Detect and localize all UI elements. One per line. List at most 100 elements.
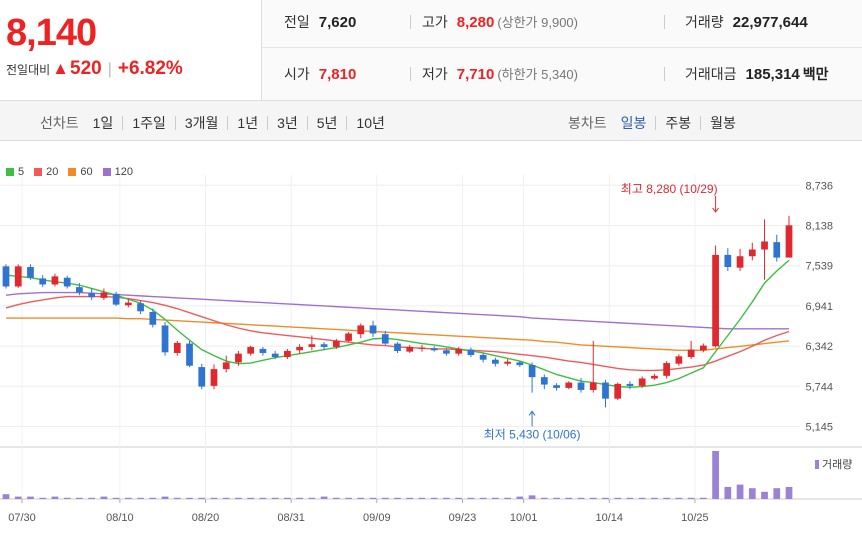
period-1y[interactable]: 1년 bbox=[227, 116, 267, 130]
legend-ma5[interactable]: 5 bbox=[6, 166, 24, 178]
volume-bar bbox=[736, 484, 744, 499]
period-1w[interactable]: 1주일 bbox=[122, 116, 175, 130]
period-10y[interactable]: 10년 bbox=[346, 116, 393, 130]
change-divider: | bbox=[107, 61, 112, 78]
volume-bar bbox=[394, 497, 401, 499]
divider bbox=[410, 15, 411, 29]
candle-body bbox=[39, 278, 47, 285]
high-arrowhead-icon bbox=[712, 207, 719, 213]
stat-volume: 거래량 22,977,644 bbox=[685, 12, 808, 32]
candle-chart-tab[interactable]: 봉차트 bbox=[568, 115, 607, 131]
candle-body bbox=[467, 349, 475, 355]
candle-body bbox=[455, 348, 463, 354]
legend-ma60[interactable]: 60 bbox=[68, 166, 93, 178]
volume-bar bbox=[406, 497, 414, 499]
x-tick-label: 09/23 bbox=[449, 512, 477, 524]
volume-bar bbox=[430, 497, 438, 499]
candle-body bbox=[51, 276, 59, 285]
x-tick-label: 08/31 bbox=[277, 512, 305, 524]
stat-value: 7,810 bbox=[318, 66, 357, 83]
legend-ma20[interactable]: 20 bbox=[34, 166, 58, 178]
candle-body bbox=[222, 362, 230, 370]
volume-bar bbox=[198, 497, 206, 499]
stat-amount: 거래대금 185,314 백만 bbox=[685, 64, 829, 84]
candle-monthly[interactable]: 월봉 bbox=[700, 116, 745, 130]
line-chart-tab[interactable]: 선차트 bbox=[40, 115, 79, 131]
volume-bar bbox=[455, 497, 463, 499]
candle-body bbox=[443, 350, 450, 354]
y-tick-label: 8,736 bbox=[805, 180, 833, 192]
candle-body bbox=[479, 354, 487, 360]
divider bbox=[410, 67, 411, 81]
candle-body bbox=[345, 333, 352, 341]
line-chart-periods: 선차트 1일 1주일 3개월 1년 3년 5년 10년 bbox=[40, 113, 394, 133]
volume-bar bbox=[479, 497, 487, 499]
volume-bar bbox=[589, 497, 597, 499]
volume-bar bbox=[149, 497, 157, 499]
volume-bar bbox=[724, 487, 732, 499]
volume-bar bbox=[577, 497, 585, 499]
candle-body bbox=[761, 241, 768, 250]
volume-bar bbox=[39, 497, 47, 499]
volume-bar bbox=[675, 497, 683, 499]
candle-body bbox=[724, 254, 732, 267]
stat-label: 전일 bbox=[284, 14, 310, 30]
volume-bar bbox=[528, 495, 536, 499]
volume-bar bbox=[381, 497, 389, 499]
stat-label: 시가 bbox=[284, 66, 310, 82]
stats-divider bbox=[262, 47, 862, 48]
divider bbox=[664, 67, 665, 81]
candle-daily[interactable]: 일봉 bbox=[620, 115, 647, 131]
volume-bar bbox=[712, 451, 719, 499]
candle-body bbox=[406, 346, 414, 352]
candle-body bbox=[271, 353, 279, 358]
candle-body bbox=[210, 369, 218, 386]
legend-ma120[interactable]: 120 bbox=[102, 166, 133, 178]
volume-bar bbox=[63, 497, 71, 499]
candle-chart-periods: 봉차트 일봉 주봉 월봉 bbox=[568, 113, 745, 133]
candle-body bbox=[259, 348, 267, 353]
candle-body bbox=[773, 242, 781, 258]
ma-legend: 5 20 60 120 bbox=[6, 166, 143, 178]
low-arrowhead-icon bbox=[528, 410, 536, 416]
legend-label: 5 bbox=[18, 166, 25, 178]
volume-bar bbox=[308, 497, 316, 499]
period-5y[interactable]: 5년 bbox=[306, 116, 347, 130]
y-tick-label: 6,342 bbox=[805, 341, 833, 353]
stat-label: 거래량 bbox=[685, 14, 724, 30]
period-3y[interactable]: 3년 bbox=[267, 116, 307, 130]
volume-bar bbox=[614, 497, 622, 499]
stats-grid: 전일 7,620 고가 8,280 (상한가 9,900) 거래량 22,977… bbox=[262, 0, 862, 100]
y-tick-label: 5,744 bbox=[805, 381, 833, 393]
period-3m[interactable]: 3개월 bbox=[174, 116, 228, 130]
volume-bar bbox=[369, 497, 377, 499]
candle-body bbox=[161, 325, 169, 353]
volume-bar bbox=[2, 494, 10, 499]
volume-bar bbox=[602, 497, 609, 499]
x-tick-label: 09/09 bbox=[363, 512, 391, 524]
legend-swatch bbox=[68, 168, 77, 176]
volume-bar bbox=[553, 497, 560, 499]
period-1d[interactable]: 1일 bbox=[92, 115, 114, 131]
volume-bar bbox=[626, 497, 634, 499]
chart-toolbar: 선차트 1일 1주일 3개월 1년 3년 5년 10년 봉차트 일봉 주봉 월봉 bbox=[0, 101, 862, 141]
stat-label: 거래대금 bbox=[685, 66, 737, 82]
stat-value: 8,280 bbox=[456, 14, 495, 31]
volume-bar bbox=[761, 491, 768, 499]
candle-body bbox=[712, 254, 719, 347]
volume-bar bbox=[540, 497, 548, 499]
candle-body bbox=[198, 367, 206, 387]
candle-body bbox=[785, 225, 793, 258]
stat-sub: (하한가 5,340) bbox=[497, 67, 578, 82]
price-chart[interactable]: 8,736 8,138 7,539 6,941 6,342 5,744 5,145 07/30… bbox=[0, 141, 862, 534]
candle-body bbox=[565, 382, 573, 388]
volume-bar bbox=[345, 497, 352, 499]
volume-bar bbox=[137, 497, 144, 499]
volume-bar bbox=[222, 497, 230, 499]
candle-body bbox=[626, 383, 634, 386]
x-tick-label: 08/10 bbox=[106, 512, 134, 524]
candle-weekly[interactable]: 주봉 bbox=[655, 116, 700, 130]
volume-bar bbox=[210, 497, 218, 499]
candle-body bbox=[235, 353, 242, 363]
candle-body bbox=[332, 340, 340, 347]
